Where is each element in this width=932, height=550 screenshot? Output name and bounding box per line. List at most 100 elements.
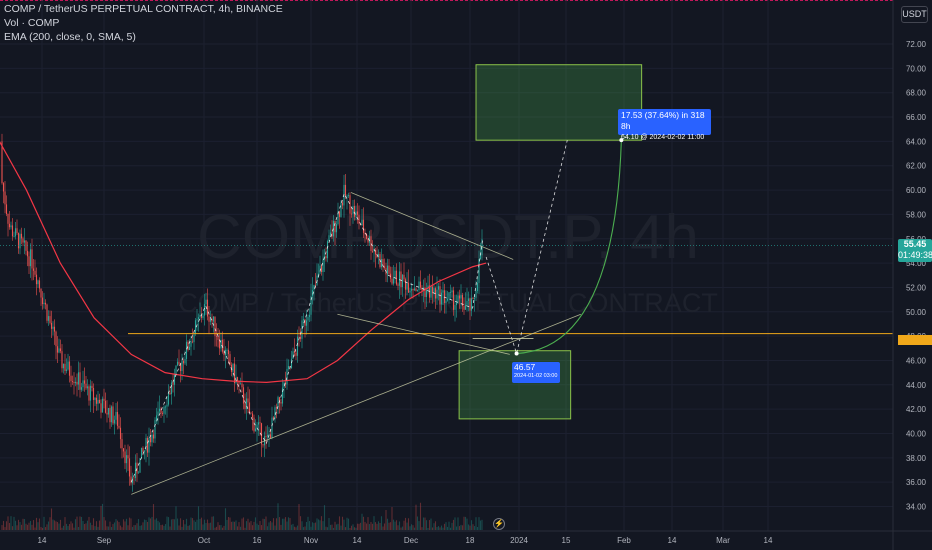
- candle-body: [152, 434, 155, 439]
- candle-body: [23, 240, 26, 243]
- candle-body: [4, 191, 6, 205]
- volume-bar: [437, 526, 440, 530]
- candle-body: [362, 219, 365, 233]
- candle-body: [449, 292, 452, 294]
- candle-body: [227, 349, 230, 355]
- candle-body: [277, 397, 279, 408]
- volume-bar: [383, 523, 386, 530]
- candle-body: [472, 298, 474, 300]
- target-callout[interactable]: 17.53 (37.64%) in 318 8h 64.10 @ 2024-02…: [618, 109, 711, 141]
- volume-bar: [379, 522, 381, 530]
- candle-body: [265, 436, 267, 438]
- volume-bar: [137, 519, 140, 530]
- candle-body: [158, 408, 161, 412]
- volume-bar: [34, 527, 36, 530]
- volume-bar: [157, 520, 159, 530]
- volume-bar: [127, 525, 129, 530]
- volume-bar: [355, 527, 357, 530]
- candle-body: [293, 351, 296, 353]
- volume-bar: [455, 526, 458, 530]
- candle-body: [29, 249, 32, 267]
- symbol-legend[interactable]: COMP / TetherUS PERPETUAL CONTRACT, 4h, …: [4, 3, 283, 15]
- ema-legend[interactable]: EMA (200, close, 0, SMA, 5): [4, 31, 136, 43]
- time-axis[interactable]: 14 Sep Oct 16 Nov 14 Dec 18 2024 15 Feb 14 Mar 14: [0, 530, 932, 545]
- current-price-badge: 55.45 01:49:38: [898, 239, 932, 262]
- candle-body: [119, 427, 122, 440]
- price-tick-label: 72.00: [906, 40, 927, 49]
- candle-body: [206, 299, 209, 317]
- volume-bar: [293, 526, 296, 530]
- volume-bar: [340, 525, 342, 530]
- candle-body: [283, 382, 285, 388]
- volume-bar: [20, 524, 23, 530]
- volume-bar: [134, 525, 137, 530]
- candle-body: [386, 265, 389, 275]
- candle-body: [172, 382, 174, 385]
- candle-body: [256, 424, 258, 429]
- candle-body: [452, 290, 455, 310]
- candle-body: [176, 361, 179, 366]
- volume-bar: [143, 519, 146, 530]
- volume-bar: [154, 519, 156, 530]
- candle-body: [308, 314, 311, 318]
- volume-bar: [463, 516, 465, 530]
- time-tick-label: 18: [466, 536, 475, 545]
- volume-bar: [211, 516, 213, 530]
- volume-legend[interactable]: Vol · COMP: [4, 17, 60, 29]
- volume-bar: [142, 522, 144, 530]
- time-tick-label: 14: [668, 536, 677, 545]
- volume-bar: [1, 525, 3, 530]
- volume-bar: [178, 525, 180, 530]
- price-axis[interactable]: 72.00 70.00 68.00 66.00 64.00 62.00 60.00 58.00…: [892, 0, 927, 550]
- volume-bar: [424, 517, 426, 530]
- volume-bar: [98, 520, 101, 530]
- candle-body: [112, 406, 114, 424]
- candle-body: [242, 387, 245, 404]
- price-tick-label: 52.00: [906, 283, 927, 292]
- volume-bar: [107, 526, 110, 530]
- candle-body: [410, 288, 413, 291]
- candle-body: [373, 250, 375, 252]
- candle-body: [317, 273, 320, 276]
- volume-bar: [152, 504, 155, 530]
- volume-bar: [431, 527, 434, 530]
- candle-body: [160, 408, 162, 414]
- volume-bar: [296, 525, 299, 530]
- candle-body: [262, 444, 264, 446]
- currency-button[interactable]: USDT: [901, 6, 928, 23]
- candle-body: [73, 381, 75, 384]
- candle-body: [199, 314, 201, 318]
- watermark-description: COMP / TetherUS PERPETUAL CONTRACT: [178, 288, 718, 318]
- candle-body: [137, 472, 140, 474]
- candle-body: [44, 302, 47, 305]
- ema-line: [0, 141, 487, 383]
- volume-bar: [287, 517, 290, 530]
- volume-bar: [301, 521, 303, 530]
- candle-body: [122, 448, 125, 452]
- candle-body: [239, 383, 242, 385]
- entry-callout[interactable]: 46.57 2024-01-02 03:00: [512, 362, 560, 383]
- candle-body: [251, 413, 254, 418]
- time-tick-label: 14: [353, 536, 362, 545]
- volume-bar: [58, 523, 60, 530]
- volume-bar: [286, 521, 288, 530]
- volume-bar: [256, 523, 258, 530]
- candle-body: [451, 290, 453, 293]
- volume-bar: [473, 526, 476, 530]
- volume-bar: [67, 526, 69, 530]
- volume-bar: [163, 525, 165, 530]
- candle-body: [475, 291, 477, 298]
- candle-body: [5, 204, 8, 215]
- candle-body: [395, 270, 398, 285]
- volume-bar: [313, 523, 315, 530]
- lightning-icon[interactable]: ⚡: [493, 518, 505, 530]
- volume-bar: [193, 520, 195, 530]
- drawings[interactable]: [130, 138, 624, 495]
- candle-body: [383, 266, 386, 269]
- volume-bar: [167, 517, 170, 530]
- volume-bar: [391, 506, 393, 530]
- candle-body: [322, 259, 324, 273]
- candle-body: [305, 320, 308, 326]
- volume-bar: [206, 519, 209, 530]
